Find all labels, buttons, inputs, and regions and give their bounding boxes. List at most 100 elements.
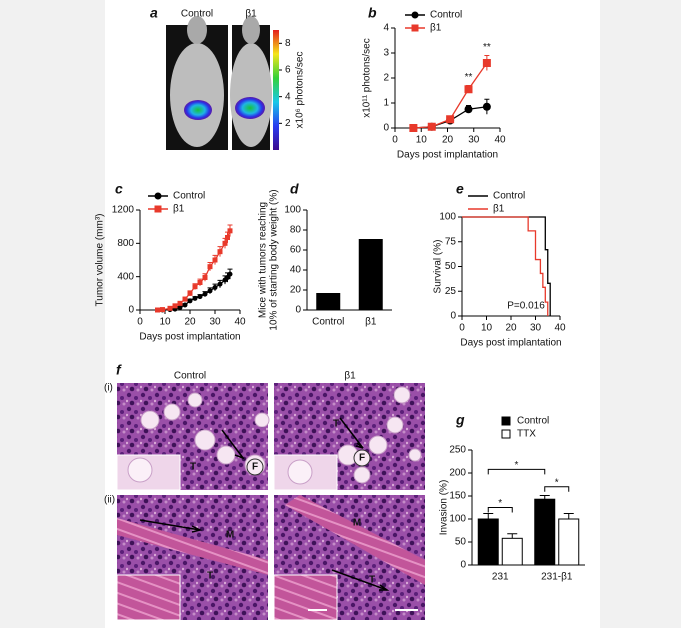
significance-bracket [487,507,513,513]
panel-letter: f [116,362,122,378]
marker [464,105,473,114]
marker [482,102,491,111]
significance-label: * [515,460,519,471]
y-tick-label: 1200 [112,205,135,216]
y-axis-label: 10% of starting body weight (%) [269,189,280,330]
colorbar-tick-label: 8 [285,38,291,49]
y-tick-label: 80 [290,225,302,236]
x-tick-label: 20 [442,135,454,146]
y-tick-label: 100 [284,205,301,216]
y-axis-label: Invasion (%) [439,480,450,536]
x-tick-label: 10 [416,135,428,146]
y-tick-label: 4 [383,23,389,34]
legend-label: β1 [493,204,505,215]
colorbar-tick-label: 2 [285,118,291,129]
y-tick-label: 100 [449,514,466,525]
column-label: β1 [344,371,356,382]
legend-label: TTX [517,429,536,440]
legend-label: β1 [173,204,185,215]
panel-f-images [116,383,425,621]
panel-letter: c [115,181,123,197]
y-axis-label: Mice with tumors reaching [258,202,269,318]
y-axis-label: Tumor volume (mm³) [95,214,106,307]
p-value: P=0.016 [507,301,545,312]
significance-label: ** [483,42,491,53]
survival-curve [462,216,551,316]
panel-letter: g [455,412,465,428]
tissue-label: T [333,419,339,430]
marker [167,305,173,311]
y-tick-label: 75 [445,236,457,247]
marker [187,290,193,296]
x-tick-label: 231-β1 [541,572,573,583]
tissue-label: F [359,453,365,464]
marker [446,115,455,124]
y-tick-label: 0 [460,560,466,571]
x-tick-label: 0 [137,317,143,328]
marker [217,281,223,287]
error-bar [507,533,518,539]
y-tick-label: 0 [128,305,134,316]
x-tick-label: 30 [468,135,480,146]
x-tick-label: 0 [392,135,398,146]
marker [182,296,188,302]
y-tick-label: 250 [449,445,466,456]
marker [217,249,223,255]
tissue-label: F [252,462,258,473]
marker [222,240,228,246]
x-tick-label: 30 [209,317,221,328]
x-tick-label: 0 [459,323,465,334]
marker [225,235,230,240]
y-tick-label: 150 [449,491,466,502]
marker [197,280,203,285]
panel-letter: e [456,181,464,197]
y-tick-label: 200 [449,468,466,479]
bar [358,239,383,310]
x-tick-label: 40 [554,323,566,334]
y-tick-label: 0 [383,123,389,134]
significance-label: * [555,477,559,488]
marker [172,303,178,309]
bar [558,518,580,566]
marker [177,305,183,310]
x-tick-label: β1 [365,317,377,328]
group-label: β1 [245,9,257,20]
significance-bracket [487,468,546,475]
x-tick-label: 30 [530,323,542,334]
y-tick-label: 60 [290,245,302,256]
marker [202,291,208,297]
marker [427,122,436,131]
marker [187,298,193,304]
row-label: (ii) [104,495,115,506]
significance-label: ** [465,72,473,83]
y-tick-label: 40 [290,265,302,276]
y-tick-label: 0 [295,305,301,316]
fat-cell-marker [246,458,264,476]
y-tick-label: 50 [455,537,467,548]
significance-label: * [498,498,502,509]
y-tick-label: 50 [445,261,457,272]
marker [154,205,162,213]
y-tick-label: 800 [117,238,134,249]
significance-bracket [544,486,570,492]
y-tick-label: 100 [439,212,456,223]
colorbar-label: x10⁶ photons/sec [295,52,306,129]
x-tick-label: 20 [505,323,517,334]
panel-a-images [166,16,279,150]
tissue-label: T [190,462,196,473]
marker [155,307,160,313]
row-label: (i) [104,383,113,394]
marker [411,11,419,19]
tissue-label: T [369,575,375,586]
group-label: Control [181,9,213,20]
x-tick-label: 40 [494,135,506,146]
legend-swatch [501,429,511,439]
x-tick-label: 10 [481,323,493,334]
marker [154,192,162,200]
survival-curve [462,216,549,316]
x-axis-label: Days post implantation [460,338,561,349]
panel-letter: b [368,5,377,21]
legend-swatch [501,416,511,426]
error-bar [483,512,494,519]
